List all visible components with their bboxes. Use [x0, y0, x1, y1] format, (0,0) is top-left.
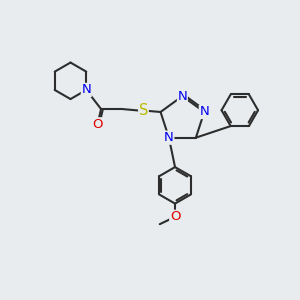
Text: O: O: [92, 118, 103, 131]
Text: S: S: [139, 103, 148, 118]
Text: O: O: [170, 210, 180, 223]
Text: N: N: [81, 83, 91, 96]
Text: N: N: [164, 131, 174, 144]
Text: N: N: [178, 90, 187, 103]
Text: N: N: [200, 106, 209, 118]
